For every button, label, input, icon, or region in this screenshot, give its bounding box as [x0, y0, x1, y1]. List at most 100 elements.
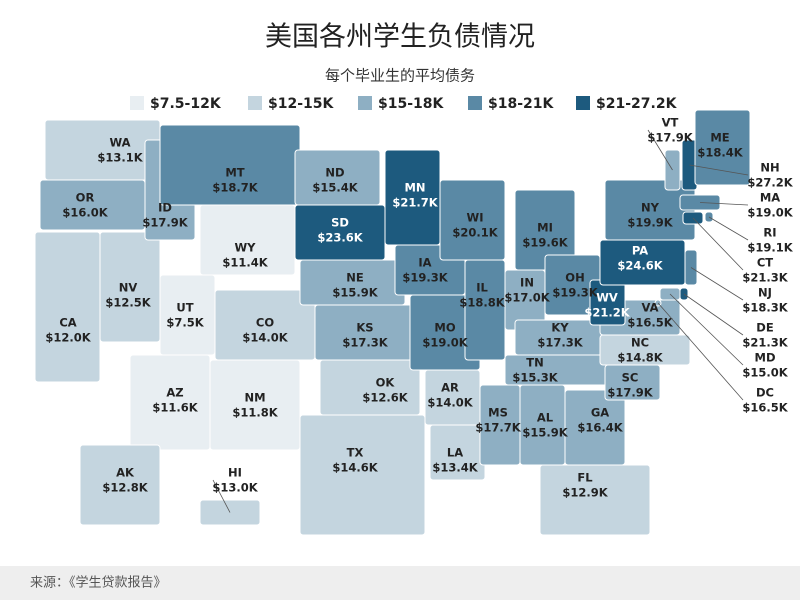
state-abbr: SC [622, 371, 639, 385]
state-abbr: AZ [166, 386, 183, 400]
state-value: $21.2K [584, 306, 630, 320]
state-value: $20.1K [452, 226, 498, 240]
state-value: $21.7K [392, 196, 438, 210]
legend: $7.5-12K $12-15K $15-18K $18-21K $21-27.2K [130, 96, 678, 112]
state-abbr: OK [376, 376, 396, 390]
state-abbr: VA [641, 301, 658, 315]
leader-line [657, 302, 744, 401]
state-value: $14.6K [332, 461, 378, 475]
state-value: $21.3K [742, 336, 788, 350]
leader-line [669, 293, 744, 366]
leader-line [212, 479, 231, 513]
state-value: $18.3K [742, 301, 788, 315]
state-value: $16.5K [627, 316, 673, 330]
legend-swatch [130, 96, 144, 110]
state-abbr: MD [755, 351, 776, 365]
state-abbr: DC [756, 386, 774, 400]
state-abbr: IN [520, 276, 534, 290]
state-value: $15.4K [312, 181, 358, 195]
state-abbr: IL [476, 281, 488, 295]
state-abbr: NE [346, 271, 364, 285]
state-abbr: CT [757, 256, 773, 270]
state-value: $17.9K [142, 216, 188, 230]
state-value: $17.7K [475, 421, 521, 435]
state-abbr: HI [228, 466, 242, 480]
state-value: $16.4K [577, 421, 623, 435]
legend-label: $18-21K [488, 96, 555, 112]
legend-swatch [358, 96, 372, 110]
leader-line [690, 267, 744, 301]
state-value: $12.5K [105, 296, 151, 310]
state-abbr: VT [662, 116, 679, 130]
state-value: $27.2K [747, 176, 793, 190]
state-value: $11.4K [222, 256, 268, 270]
state-value: $16.5K [742, 401, 788, 415]
state-abbr: NJ [758, 286, 772, 300]
state-abbr: KS [356, 321, 373, 335]
leader-line [708, 216, 749, 241]
state-value: $24.6K [617, 259, 663, 273]
state-abbr: MA [760, 191, 780, 205]
state-abbr: OR [76, 191, 95, 205]
legend-swatch [576, 96, 590, 110]
state-value: $19.0K [747, 206, 793, 220]
legend-swatch [468, 96, 482, 110]
state-value: $19.9K [627, 216, 673, 230]
leader-line [699, 202, 749, 206]
legend-swatch [248, 96, 262, 110]
state-shape [319, 359, 421, 416]
subtitle: 每个毕业生的平均债务 [325, 67, 475, 85]
state-value: $12.9K [562, 486, 608, 500]
state-value: $19.3K [402, 271, 448, 285]
state-shape [694, 109, 751, 186]
state-abbr: CO [256, 316, 274, 330]
state-abbr: AK [116, 466, 135, 480]
state-value: $12.8K [102, 481, 148, 495]
state-abbr: TN [526, 356, 543, 370]
leader-line [683, 293, 744, 336]
state-labels: WA$13.1KOR$16.0KCA$12.0KNV$12.5KID$17.9K… [45, 116, 794, 513]
state-abbr: ID [158, 201, 172, 215]
leader-line [692, 217, 744, 271]
state-value: $15.0K [742, 366, 788, 380]
state-value: $13.0K [212, 481, 258, 495]
state-value: $13.1K [97, 151, 143, 165]
legend-label: $21-27.2K [596, 96, 678, 112]
state-abbr: WV [596, 291, 618, 305]
state-abbr: ME [710, 131, 729, 145]
state-value: $14.0K [427, 396, 473, 410]
state-shape [79, 444, 161, 526]
state-abbr: AR [441, 381, 459, 395]
footer-bar [0, 566, 800, 600]
state-value: $16.0K [62, 206, 108, 220]
state-value: $13.4K [432, 461, 478, 475]
state-value: $18.8K [459, 296, 505, 310]
state-abbr: IA [418, 256, 431, 270]
state-value: $17.3K [537, 336, 583, 350]
legend-label: $12-15K [268, 96, 335, 112]
state-shape [34, 231, 101, 383]
title: 美国各州学生负债情况 [265, 22, 535, 53]
state-value: $19.1K [747, 241, 793, 255]
state-value: $15.9K [522, 426, 568, 440]
state-abbr: NM [244, 391, 265, 405]
state-abbr: FL [577, 471, 593, 485]
state-abbr: NY [641, 201, 660, 215]
state-abbr: MT [225, 166, 244, 180]
state-shape [564, 389, 626, 466]
state-abbr: NC [631, 336, 649, 350]
state-value: $19.0K [422, 336, 468, 350]
state-abbr: CA [59, 316, 76, 330]
state-value: $11.6K [152, 401, 198, 415]
state-abbr: WA [109, 136, 130, 150]
state-abbr: KY [551, 321, 569, 335]
state-abbr: MI [537, 221, 553, 235]
source: 来源：《学生贷款报告》 [30, 575, 167, 591]
state-abbr: WI [467, 211, 484, 225]
leader-line [689, 164, 749, 176]
state-value: $12.6K [362, 391, 408, 405]
state-value: $18.4K [697, 146, 743, 160]
state-value: $15.9K [332, 286, 378, 300]
state-abbr: TX [347, 446, 364, 460]
legend-label: $7.5-12K [150, 96, 222, 112]
